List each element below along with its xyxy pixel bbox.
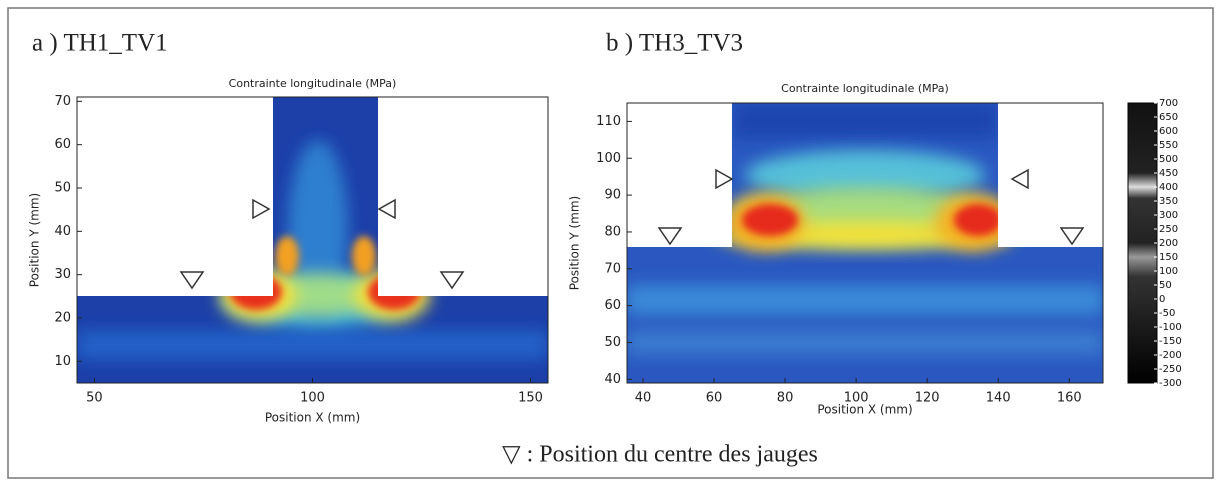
figure-border: [7, 7, 1214, 479]
colorbar-tick-label: 250: [1159, 224, 1178, 235]
heatmap-field: [77, 97, 548, 383]
y-tick-label: 50: [54, 181, 71, 196]
y-tick-label: 40: [54, 224, 71, 239]
y-tick-label: 110: [596, 114, 621, 129]
y-tick-label: 100: [596, 151, 621, 166]
colorbar-tick-label: -50: [1159, 308, 1175, 319]
colorbar-tick-label: 100: [1159, 266, 1178, 277]
colorbar-tick-label: 200: [1159, 238, 1178, 249]
colorbar-tick-label: -150: [1159, 336, 1182, 347]
x-tick-label: 40: [635, 391, 652, 406]
colorbar-tick-label: -300: [1159, 378, 1182, 389]
x-axis-label: Position X (mm): [265, 411, 360, 425]
colorbar-tick-label: 400: [1159, 182, 1178, 193]
colorbar-tick-label: 50: [1159, 280, 1172, 291]
x-tick-label: 50: [86, 391, 103, 406]
colorbar: [1127, 102, 1158, 384]
x-axis-label: Position X (mm): [817, 403, 912, 417]
y-axis-label: Position Y (mm): [568, 196, 582, 290]
y-tick-label: 20: [54, 311, 71, 326]
colorbar-tick-label: 600: [1159, 126, 1178, 137]
chart-title: Contrainte longitudinale (MPa): [229, 77, 397, 90]
y-tick-label: 80: [604, 224, 621, 239]
y-tick-label: 60: [604, 298, 621, 313]
x-tick-label: 80: [777, 391, 794, 406]
y-axis-label: Position Y (mm): [28, 193, 42, 287]
x-tick-label: 140: [986, 391, 1011, 406]
colorbar-tick-label: 0: [1159, 294, 1165, 305]
chart-title: Contrainte longitudinale (MPa): [781, 82, 949, 95]
colorbar-tick-label: 450: [1159, 168, 1178, 179]
panel-title: a ) TH1_TV1: [32, 30, 168, 57]
colorbar-tick-label: 350: [1159, 196, 1178, 207]
x-tick-label: 150: [518, 391, 543, 406]
panel-title: b ) TH3_TV3: [606, 30, 743, 57]
gauge-markers: [179, 168, 1085, 290]
colorbar-tick-label: 150: [1159, 252, 1178, 263]
y-tick-label: 70: [54, 94, 71, 109]
colorbar-tick-label: 650: [1159, 112, 1178, 123]
y-tick-label: 90: [604, 188, 621, 203]
x-tick-label: 120: [915, 391, 940, 406]
caption: ▽ : Position du centre des jauges: [502, 442, 818, 468]
colorbar-tick-label: 300: [1159, 210, 1178, 221]
heatmap-field: [627, 103, 1103, 383]
y-tick-label: 40: [604, 372, 621, 387]
y-tick-label: 30: [54, 267, 71, 282]
x-tick-label: 100: [844, 391, 869, 406]
x-tick-label: 160: [1057, 391, 1082, 406]
colorbar-tick-label: 700: [1159, 98, 1178, 109]
x-tick-label: 100: [300, 391, 325, 406]
y-tick-label: 70: [604, 261, 621, 276]
colorbar-tick-label: -100: [1159, 322, 1182, 333]
colorbar-tick-label: -200: [1159, 350, 1182, 361]
colorbar-tick-label: -250: [1159, 364, 1182, 375]
plot-frame: [626, 102, 1104, 384]
y-tick-label: 10: [54, 354, 71, 369]
colorbar-tick-label: 550: [1159, 140, 1178, 151]
x-tick-label: 60: [706, 391, 723, 406]
y-tick-label: 50: [604, 335, 621, 350]
y-tick-label: 60: [54, 137, 71, 152]
colorbar-tick-label: 500: [1159, 154, 1178, 165]
